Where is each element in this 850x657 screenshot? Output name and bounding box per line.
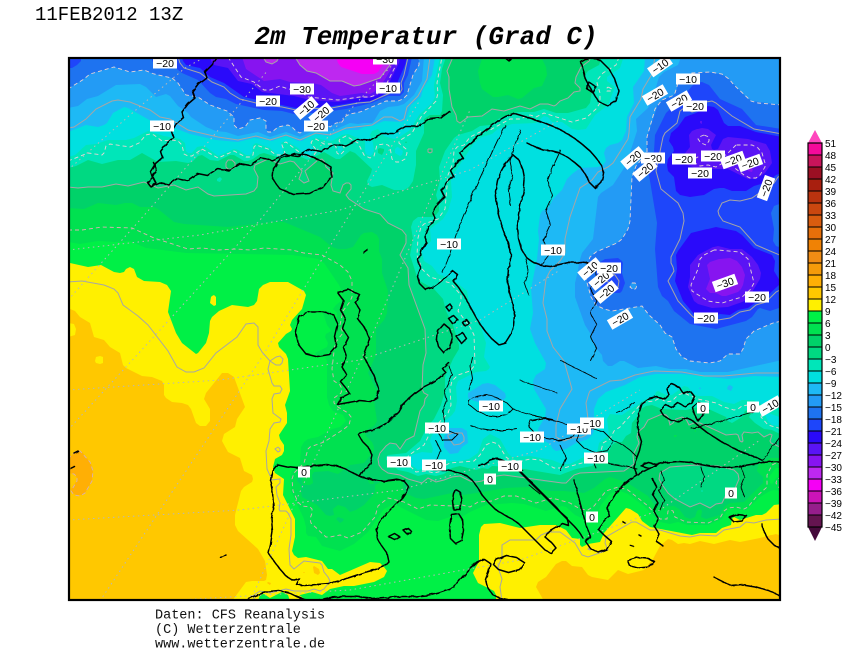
svg-text:9: 9 <box>825 307 831 318</box>
svg-text:15: 15 <box>825 283 837 294</box>
svg-text:−20: −20 <box>156 58 174 70</box>
svg-text:18: 18 <box>825 271 837 282</box>
svg-text:−15: −15 <box>825 403 842 414</box>
svg-text:−30: −30 <box>715 275 736 292</box>
svg-text:−21: −21 <box>825 427 842 438</box>
svg-text:(C) Wetterzentrale: (C) Wetterzentrale <box>155 623 301 638</box>
svg-text:0: 0 <box>728 488 734 500</box>
svg-text:−42: −42 <box>825 511 842 522</box>
svg-text:−39: −39 <box>825 499 842 510</box>
svg-text:−20: −20 <box>748 292 766 304</box>
svg-text:0: 0 <box>301 467 307 479</box>
svg-text:2m Temperatur (Grad C): 2m Temperatur (Grad C) <box>254 22 597 52</box>
svg-text:33: 33 <box>825 211 837 222</box>
svg-text:42: 42 <box>825 175 837 186</box>
svg-text:−9: −9 <box>825 379 837 390</box>
svg-text:−12: −12 <box>825 391 842 402</box>
svg-text:−20: −20 <box>697 313 715 325</box>
svg-text:6: 6 <box>825 319 831 330</box>
svg-text:−10: −10 <box>390 457 408 469</box>
svg-text:45: 45 <box>825 163 837 174</box>
svg-text:−10: −10 <box>587 453 605 465</box>
svg-text:12: 12 <box>825 295 837 306</box>
svg-text:−20: −20 <box>758 178 775 199</box>
svg-text:−20: −20 <box>675 154 693 166</box>
svg-text:−20: −20 <box>740 155 761 172</box>
svg-text:www.wetterzentrale.de: www.wetterzentrale.de <box>155 638 325 653</box>
svg-text:−20: −20 <box>691 168 709 180</box>
svg-text:0: 0 <box>750 402 756 414</box>
svg-text:0: 0 <box>589 512 595 524</box>
svg-text:−30: −30 <box>293 84 311 96</box>
svg-text:39: 39 <box>825 187 837 198</box>
svg-text:−10: −10 <box>153 121 171 133</box>
svg-text:−20: −20 <box>704 151 722 163</box>
svg-text:−10: −10 <box>523 432 541 444</box>
svg-text:0: 0 <box>825 343 831 354</box>
svg-text:−30: −30 <box>376 54 394 66</box>
svg-text:−20: −20 <box>686 101 704 113</box>
svg-text:−10: −10 <box>425 460 443 472</box>
svg-text:−20: −20 <box>259 96 277 108</box>
svg-text:−20: −20 <box>307 121 325 133</box>
svg-text:Daten: CFS Reanalysis: Daten: CFS Reanalysis <box>155 609 325 624</box>
svg-text:48: 48 <box>825 151 837 162</box>
svg-text:−45: −45 <box>825 523 842 534</box>
svg-text:−10: −10 <box>544 245 562 257</box>
svg-text:−33: −33 <box>825 475 842 486</box>
svg-text:24: 24 <box>825 247 837 258</box>
svg-text:−10: −10 <box>440 239 458 251</box>
svg-text:36: 36 <box>825 199 837 210</box>
svg-text:0: 0 <box>487 474 493 486</box>
svg-text:−6: −6 <box>825 367 837 378</box>
svg-text:51: 51 <box>825 139 837 150</box>
svg-text:3: 3 <box>825 331 831 342</box>
svg-text:−36: −36 <box>825 487 842 498</box>
svg-text:−10: −10 <box>583 418 601 430</box>
svg-text:21: 21 <box>825 259 837 270</box>
svg-text:−3: −3 <box>825 355 837 366</box>
svg-text:−10: −10 <box>379 83 397 95</box>
svg-text:−10: −10 <box>482 401 500 413</box>
svg-text:−10: −10 <box>501 461 519 473</box>
svg-text:−24: −24 <box>825 439 842 450</box>
svg-text:−10: −10 <box>679 74 697 86</box>
svg-text:−18: −18 <box>825 415 842 426</box>
svg-text:30: 30 <box>825 223 837 234</box>
svg-text:−30: −30 <box>825 463 842 474</box>
svg-text:11FEB2012 13Z: 11FEB2012 13Z <box>35 4 183 26</box>
svg-text:−20: −20 <box>600 263 618 275</box>
svg-text:0: 0 <box>700 403 706 415</box>
svg-text:−27: −27 <box>825 451 842 462</box>
svg-text:27: 27 <box>825 235 837 246</box>
svg-text:−10: −10 <box>428 423 446 435</box>
